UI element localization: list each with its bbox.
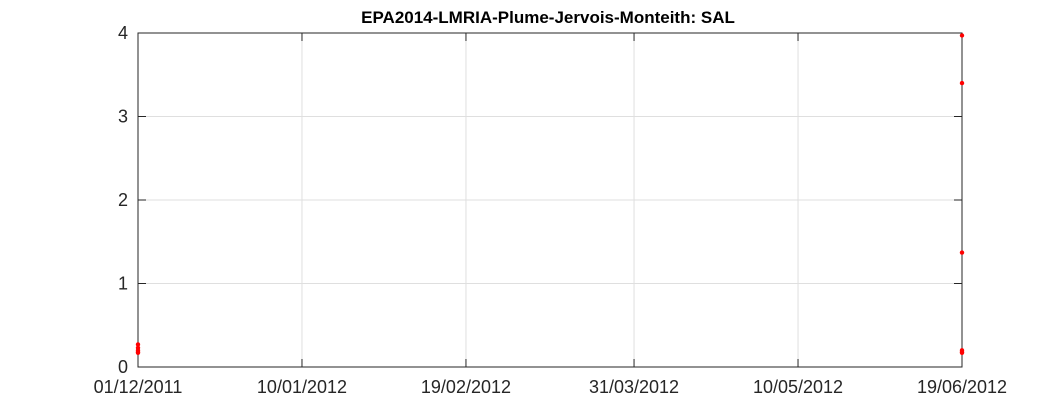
y-axis-tick-labels: 0 1 2 3 4 bbox=[118, 23, 128, 377]
axis-ticks bbox=[137, 32, 963, 368]
x-tick-label: 10/01/2012 bbox=[257, 377, 347, 397]
y-tick-label: 4 bbox=[118, 23, 128, 43]
chart-title: EPA2014-LMRIA-Plume-Jervois-Monteith: SA… bbox=[361, 8, 735, 27]
y-tick-label: 0 bbox=[118, 357, 128, 377]
x-axis-tick-labels: 01/12/2011 10/01/2012 19/02/2012 31/03/2012… bbox=[94, 377, 1007, 397]
x-tick-label: 10/05/2012 bbox=[753, 377, 843, 397]
data-point bbox=[135, 350, 141, 356]
data-points bbox=[135, 33, 965, 356]
grid-lines bbox=[138, 33, 962, 367]
data-point bbox=[959, 33, 965, 38]
x-tick-label: 31/03/2012 bbox=[589, 377, 679, 397]
x-tick-label: 19/06/2012 bbox=[917, 377, 1007, 397]
data-point bbox=[959, 350, 965, 356]
y-tick-label: 3 bbox=[118, 107, 128, 127]
data-point bbox=[959, 80, 965, 86]
data-point bbox=[135, 342, 141, 347]
x-tick-label: 19/02/2012 bbox=[421, 377, 511, 397]
y-tick-label: 2 bbox=[118, 190, 128, 210]
data-point bbox=[959, 250, 965, 255]
y-tick-label: 1 bbox=[118, 274, 128, 294]
x-tick-label: 01/12/2011 bbox=[94, 377, 183, 397]
